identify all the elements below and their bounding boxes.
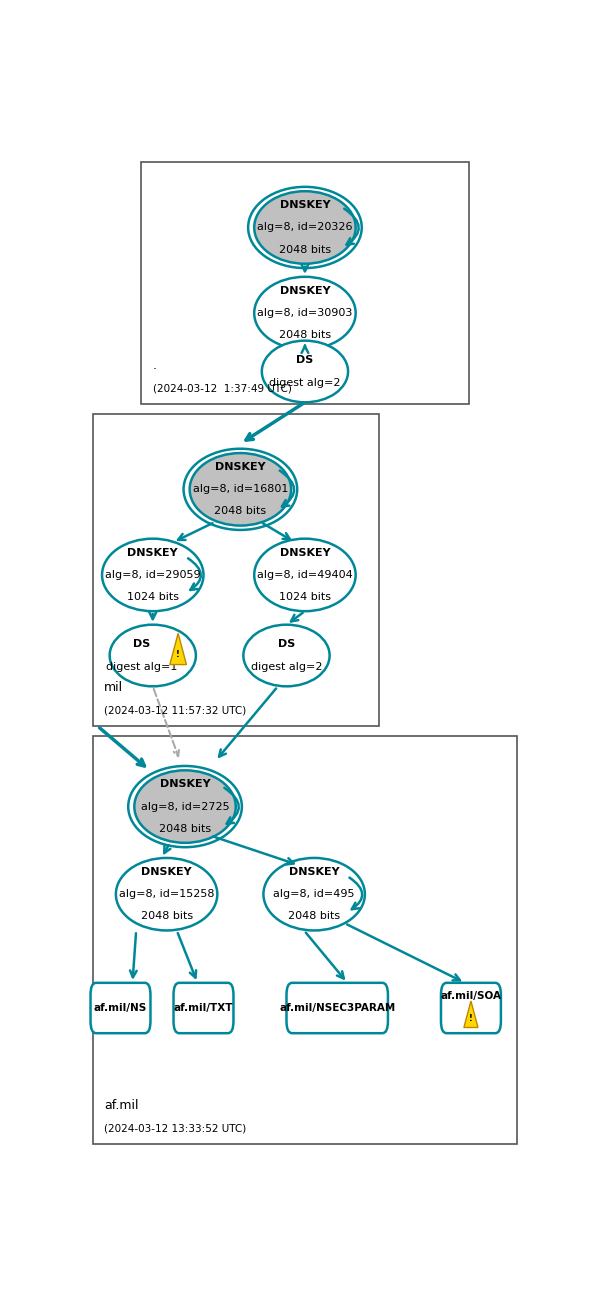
Text: 2048 bits: 2048 bits <box>140 912 193 921</box>
Ellipse shape <box>243 625 330 687</box>
FancyBboxPatch shape <box>93 736 517 1144</box>
Text: digest alg=2: digest alg=2 <box>250 662 322 671</box>
Text: (2024-03-12 13:33:52 UTC): (2024-03-12 13:33:52 UTC) <box>104 1124 246 1134</box>
Ellipse shape <box>264 858 365 930</box>
Text: 1024 bits: 1024 bits <box>279 593 331 602</box>
Text: !: ! <box>176 650 180 659</box>
Text: 2048 bits: 2048 bits <box>279 245 331 255</box>
Text: af.mil/TXT: af.mil/TXT <box>174 1003 233 1012</box>
Text: alg=8, id=29059: alg=8, id=29059 <box>105 570 201 579</box>
Text: 2048 bits: 2048 bits <box>279 330 331 340</box>
Text: af.mil/NS: af.mil/NS <box>94 1003 147 1012</box>
Text: DNSKEY: DNSKEY <box>159 780 211 790</box>
Text: DS: DS <box>278 640 295 650</box>
Text: (2024-03-12 11:57:32 UTC): (2024-03-12 11:57:32 UTC) <box>104 706 246 715</box>
FancyBboxPatch shape <box>90 982 151 1033</box>
Text: alg=8, id=495: alg=8, id=495 <box>274 889 355 899</box>
Text: af.mil/SOA: af.mil/SOA <box>440 991 502 1001</box>
Text: alg=8, id=15258: alg=8, id=15258 <box>119 889 214 899</box>
Ellipse shape <box>262 340 348 403</box>
Ellipse shape <box>116 858 217 930</box>
Text: alg=8, id=20326: alg=8, id=20326 <box>257 222 353 233</box>
Ellipse shape <box>109 625 196 687</box>
Text: af.mil: af.mil <box>104 1099 139 1112</box>
Text: DNSKEY: DNSKEY <box>127 548 178 557</box>
Text: DNSKEY: DNSKEY <box>280 286 330 296</box>
Text: DNSKEY: DNSKEY <box>215 462 266 472</box>
Ellipse shape <box>254 277 356 349</box>
FancyBboxPatch shape <box>174 982 233 1033</box>
Text: alg=8, id=2725: alg=8, id=2725 <box>141 802 229 811</box>
Text: alg=8, id=16801: alg=8, id=16801 <box>193 484 288 494</box>
Text: !: ! <box>469 1015 473 1023</box>
Text: DNSKEY: DNSKEY <box>289 867 340 878</box>
Text: .: . <box>153 358 156 371</box>
Text: 2048 bits: 2048 bits <box>288 912 340 921</box>
Text: alg=8, id=30903: alg=8, id=30903 <box>257 309 353 318</box>
FancyBboxPatch shape <box>141 162 469 404</box>
FancyBboxPatch shape <box>441 982 501 1033</box>
Text: DS: DS <box>296 356 314 365</box>
Polygon shape <box>170 633 186 664</box>
Text: digest alg=1: digest alg=1 <box>105 662 177 671</box>
Text: DNSKEY: DNSKEY <box>280 548 330 557</box>
Text: DNSKEY: DNSKEY <box>141 867 192 878</box>
Ellipse shape <box>190 453 291 526</box>
Text: mil: mil <box>104 681 124 695</box>
Polygon shape <box>464 1001 478 1028</box>
FancyBboxPatch shape <box>286 982 388 1033</box>
Text: alg=8, id=49404: alg=8, id=49404 <box>257 570 353 579</box>
FancyBboxPatch shape <box>93 413 379 726</box>
Text: (2024-03-12  1:37:49 UTC): (2024-03-12 1:37:49 UTC) <box>153 383 292 394</box>
Ellipse shape <box>254 191 356 264</box>
Text: 2048 bits: 2048 bits <box>159 824 211 833</box>
Ellipse shape <box>254 539 356 611</box>
Ellipse shape <box>102 539 203 611</box>
Ellipse shape <box>134 770 236 842</box>
Text: DS: DS <box>133 640 150 650</box>
Text: DNSKEY: DNSKEY <box>280 200 330 211</box>
Text: digest alg=2: digest alg=2 <box>269 378 341 387</box>
Text: 1024 bits: 1024 bits <box>127 593 178 602</box>
Text: 2048 bits: 2048 bits <box>214 506 267 517</box>
Text: af.mil/NSEC3PARAM: af.mil/NSEC3PARAM <box>279 1003 395 1012</box>
